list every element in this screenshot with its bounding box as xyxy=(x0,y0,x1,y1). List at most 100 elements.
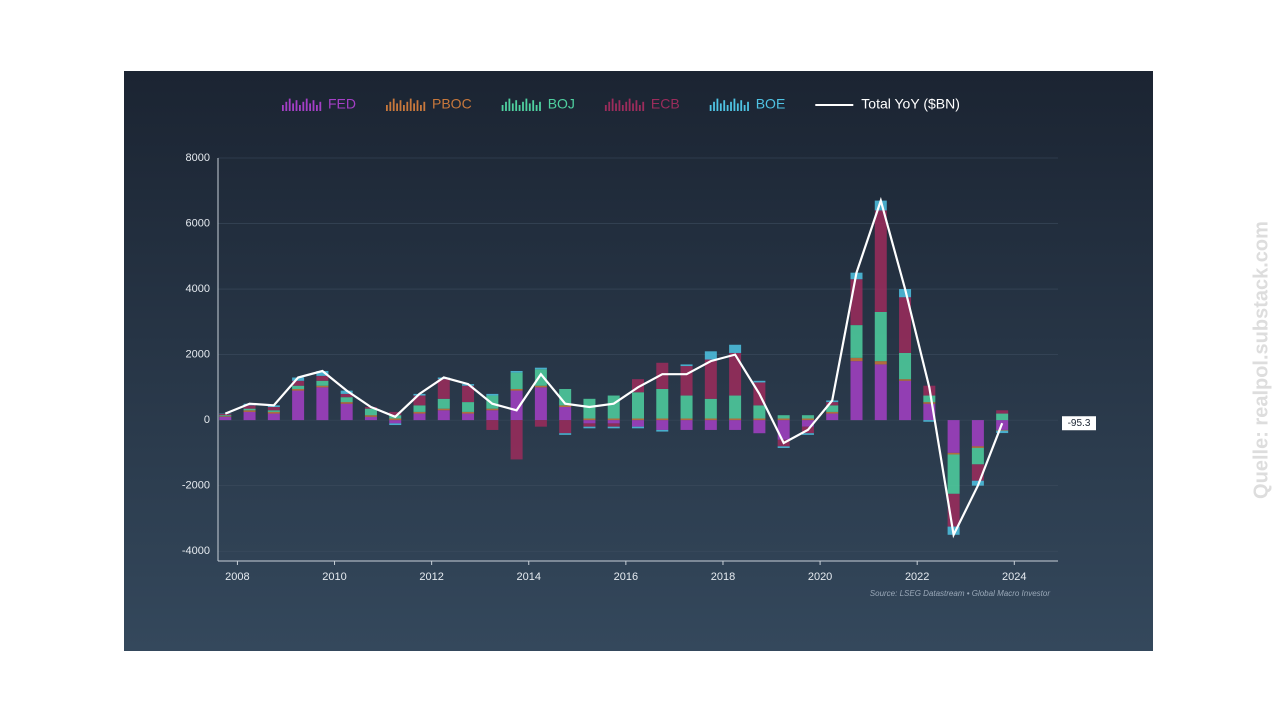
bar-segment xyxy=(389,423,401,425)
bar-segment xyxy=(899,379,911,381)
legend-swatch xyxy=(605,105,607,111)
legend-swatch xyxy=(423,102,425,111)
legend-swatch xyxy=(525,99,527,111)
legend-label: Total YoY ($BN) xyxy=(861,96,960,112)
legend-swatch xyxy=(636,100,638,111)
bar-segment xyxy=(535,420,547,427)
bar-segment xyxy=(438,399,450,409)
legend-swatch xyxy=(608,102,610,111)
legend-swatch xyxy=(413,103,415,111)
bar-segment xyxy=(292,386,304,389)
legend-swatch xyxy=(282,105,284,111)
bar-segment xyxy=(583,420,595,423)
bar-segment xyxy=(656,389,668,418)
legend-swatch xyxy=(734,99,736,111)
bar-segment xyxy=(681,366,693,395)
bar-segment xyxy=(705,420,717,430)
legend-swatch xyxy=(515,100,517,111)
bar-segment xyxy=(365,415,377,417)
bar-segment xyxy=(753,418,765,420)
bar-segment xyxy=(875,312,887,361)
bar-segment xyxy=(656,418,668,420)
legend-swatch xyxy=(710,105,712,111)
legend-swatch xyxy=(625,102,627,111)
legend-swatch xyxy=(619,100,621,111)
legend-swatch xyxy=(622,105,624,111)
legend-label: BOJ xyxy=(548,96,575,112)
bar-segment xyxy=(778,418,790,420)
legend-swatch xyxy=(289,99,291,111)
bar-segment xyxy=(948,455,960,494)
legend-swatch xyxy=(386,105,388,111)
bar-segment xyxy=(389,418,401,420)
bar-segment xyxy=(462,414,474,421)
bar-segment xyxy=(316,386,328,388)
bar-segment xyxy=(414,405,426,412)
bar-segment xyxy=(414,412,426,414)
bar-segment xyxy=(826,414,838,421)
bar-segment xyxy=(535,368,547,370)
legend-swatch xyxy=(740,100,742,111)
bar-segment xyxy=(244,409,256,411)
legend-label: PBOC xyxy=(432,96,472,112)
bar-segment xyxy=(486,396,498,409)
y-tick-label: -2000 xyxy=(182,480,210,492)
bar-segment xyxy=(705,360,717,399)
legend-swatch xyxy=(713,102,715,111)
y-tick-label: 8000 xyxy=(186,152,210,164)
bar-segment xyxy=(972,446,984,448)
bar-segment xyxy=(559,433,571,435)
bar-segment xyxy=(268,414,280,421)
bar-segment xyxy=(948,453,960,455)
x-tick-label: 2024 xyxy=(1002,571,1026,583)
legend-swatch xyxy=(508,99,510,111)
legend-swatch xyxy=(717,99,719,111)
bar-segment xyxy=(729,396,741,419)
bar-segment xyxy=(462,412,474,414)
bar-segment xyxy=(656,420,668,430)
bar-segment xyxy=(705,418,717,420)
x-tick-label: 2018 xyxy=(711,571,735,583)
legend-swatch xyxy=(319,102,321,111)
bar-segment xyxy=(559,405,571,407)
bar-segment xyxy=(511,420,523,459)
bar-segment xyxy=(219,416,231,417)
bar-segment xyxy=(219,414,231,415)
bar-segment xyxy=(875,210,887,312)
legend-swatch xyxy=(522,102,524,111)
bar-segment xyxy=(511,389,523,391)
legend-swatch xyxy=(400,100,402,111)
legend-swatch xyxy=(519,105,521,111)
bar-segment xyxy=(244,410,256,412)
legend-swatch xyxy=(532,100,534,111)
bar-segment xyxy=(923,420,935,422)
legend-swatch xyxy=(502,105,504,111)
bar-segment xyxy=(511,371,523,373)
legend-swatch xyxy=(316,105,318,111)
y-tick-label: -4000 xyxy=(182,545,210,557)
y-tick-label: 6000 xyxy=(186,217,210,229)
bar-segment xyxy=(608,418,620,420)
x-tick-label: 2020 xyxy=(808,571,832,583)
bar-segment xyxy=(681,420,693,430)
x-tick-label: 2014 xyxy=(517,571,541,583)
bar-segment xyxy=(996,430,1008,431)
legend-swatch xyxy=(615,103,617,111)
bar-segment xyxy=(899,381,911,420)
watermark: Quelle: realpol.substack.com xyxy=(1250,221,1272,499)
bar-segment xyxy=(681,396,693,419)
bar-segment xyxy=(341,402,353,404)
bar-segment xyxy=(802,433,814,435)
bar-segment xyxy=(292,391,304,420)
legend-swatch xyxy=(313,100,315,111)
bar-segment xyxy=(486,410,498,420)
legend-swatch xyxy=(539,102,541,111)
legend-swatch xyxy=(299,105,301,111)
bar-segment xyxy=(583,418,595,420)
legend-swatch xyxy=(730,102,732,111)
bar-segment xyxy=(972,448,984,464)
legend-swatch xyxy=(737,103,739,111)
bar-segment xyxy=(486,394,498,396)
legend-swatch xyxy=(420,105,422,111)
